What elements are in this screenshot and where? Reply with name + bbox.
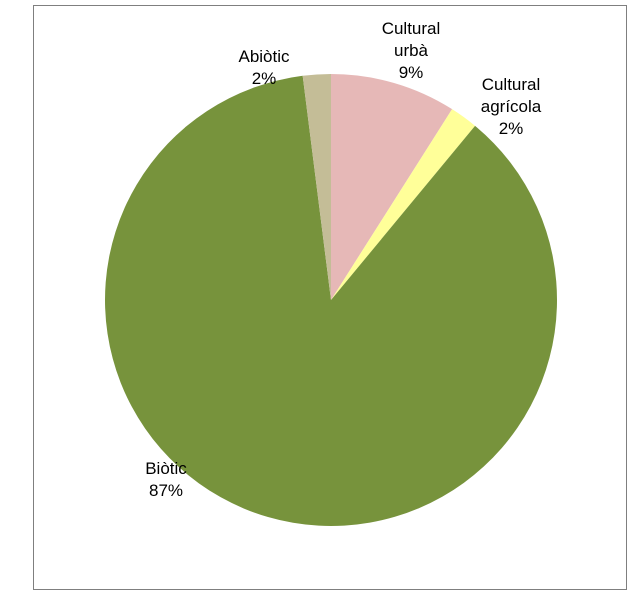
- pie-slice: [105, 75, 558, 526]
- pie-slice: [331, 74, 453, 300]
- data-label-category: urbà: [394, 41, 429, 60]
- data-label: Cultural urbà 9%: [382, 19, 441, 82]
- pie-slice: [331, 109, 476, 301]
- data-label-percent: 2%: [499, 119, 524, 138]
- data-label-percent: 2%: [252, 69, 277, 88]
- data-label: Abiòtic 2%: [238, 47, 290, 88]
- pie-slice: [302, 73, 331, 300]
- data-label-percent: 87%: [149, 481, 183, 500]
- data-label-percent: 9%: [399, 63, 424, 82]
- data-label-category: Abiòtic: [238, 47, 290, 66]
- data-labels: Cultural urbà 9% Cultural agrícola 2% Biòtic 87…: [145, 19, 542, 500]
- data-label-category: agrícola: [481, 97, 542, 116]
- data-label-category: Cultural: [482, 75, 541, 94]
- data-label-category: Biòtic: [145, 459, 187, 478]
- data-label-category: Cultural: [382, 19, 441, 38]
- data-label: Cultural agrícola 2%: [481, 75, 542, 138]
- data-label: Biòtic 87%: [145, 459, 187, 500]
- pie-slices: [105, 73, 558, 526]
